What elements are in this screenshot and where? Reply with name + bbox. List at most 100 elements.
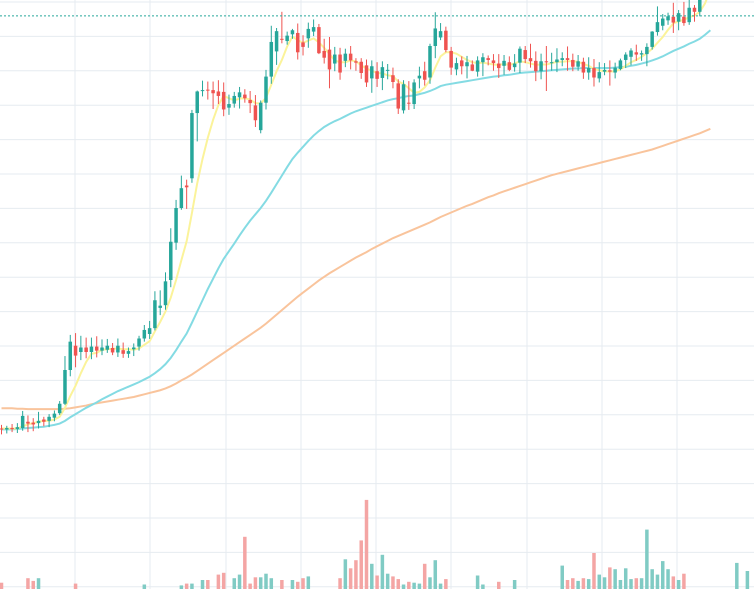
candle-body-down bbox=[248, 100, 252, 104]
candle-body-up bbox=[5, 428, 9, 430]
candle-body-up bbox=[698, 0, 702, 12]
candle-body-up bbox=[285, 35, 289, 42]
candle-body-up bbox=[412, 82, 416, 105]
candle-body-up bbox=[142, 329, 147, 339]
candle-body-up bbox=[343, 53, 348, 61]
candle-body-down bbox=[497, 63, 501, 69]
volume-bar bbox=[438, 583, 443, 589]
volume-bar bbox=[407, 581, 411, 589]
volume-bar bbox=[661, 561, 665, 589]
volume-bar bbox=[671, 576, 676, 589]
volume-bar bbox=[343, 559, 348, 589]
candle-body-down bbox=[634, 52, 639, 55]
volume-bar bbox=[639, 578, 644, 589]
candle-body-up bbox=[401, 84, 406, 111]
volume-bar bbox=[248, 583, 252, 589]
candle-body-up bbox=[232, 95, 237, 104]
volume-bar bbox=[243, 536, 247, 589]
volume-bar bbox=[385, 573, 390, 589]
candle-body-up bbox=[237, 92, 242, 98]
candle-body-down bbox=[422, 71, 427, 80]
candle-body-down bbox=[671, 16, 676, 23]
volume-bar bbox=[31, 580, 35, 589]
candle-body-up bbox=[163, 281, 168, 306]
volume-bar bbox=[73, 583, 78, 589]
candle-body-up bbox=[333, 54, 337, 64]
volume-bar bbox=[412, 582, 416, 589]
candle-body-down bbox=[211, 90, 215, 94]
volume-bar bbox=[280, 580, 284, 589]
candle-body-down bbox=[10, 428, 14, 430]
candle-body-down bbox=[243, 94, 247, 99]
volume-bar bbox=[401, 584, 406, 589]
candle-body-up bbox=[264, 76, 268, 103]
volume-bar bbox=[428, 577, 432, 589]
volume-bar bbox=[613, 569, 617, 589]
volume-bar bbox=[745, 571, 750, 589]
candle-body-up bbox=[370, 66, 374, 79]
candle-body-down bbox=[184, 185, 189, 188]
candle-body-down bbox=[528, 58, 533, 62]
candle-body-up bbox=[560, 58, 564, 60]
ma-mid-line bbox=[1, 29, 712, 431]
volume-bar bbox=[444, 579, 448, 589]
candle-body-up bbox=[137, 338, 141, 347]
volume-bar bbox=[26, 578, 30, 589]
volume-bar bbox=[634, 578, 639, 589]
candle-body-up bbox=[63, 370, 67, 404]
candle-body-up bbox=[274, 31, 279, 52]
candle-body-up bbox=[597, 72, 602, 79]
volume-bar bbox=[666, 569, 670, 589]
volume-bar bbox=[306, 576, 311, 589]
volume-bar bbox=[571, 578, 575, 589]
candle-body-down bbox=[216, 91, 221, 96]
volume-bar bbox=[295, 581, 300, 589]
candle-body-down bbox=[565, 58, 570, 60]
candle-body-down bbox=[470, 64, 475, 71]
candle-body-down bbox=[301, 42, 305, 47]
volume-bar bbox=[237, 574, 242, 589]
candle-body-down bbox=[507, 62, 512, 70]
candle-body-up bbox=[190, 113, 194, 179]
candle-body-up bbox=[623, 54, 628, 60]
candle-body-up bbox=[158, 305, 162, 308]
volume-bars bbox=[0, 499, 750, 589]
volume-bar bbox=[200, 580, 205, 589]
candles bbox=[0, 0, 702, 435]
volume-bar bbox=[560, 565, 564, 589]
candle-body-up bbox=[179, 188, 184, 208]
candle-body-down bbox=[544, 61, 549, 63]
candle-body-up bbox=[555, 59, 559, 63]
volume-bar bbox=[269, 578, 274, 589]
candle-body-down bbox=[84, 347, 88, 352]
candle-body-down bbox=[682, 16, 686, 24]
candle-body-down bbox=[534, 60, 538, 72]
candle-body-up bbox=[666, 16, 670, 21]
candle-body-down bbox=[221, 91, 226, 110]
candle-body-up bbox=[661, 18, 665, 26]
candle-body-up bbox=[153, 300, 157, 329]
candle-body-up bbox=[68, 341, 73, 370]
candle-body-down bbox=[581, 61, 586, 73]
candle-body-down bbox=[348, 53, 353, 61]
candle-body-up bbox=[290, 30, 295, 35]
candle-body-up bbox=[227, 104, 231, 108]
volume-bar bbox=[581, 578, 586, 589]
candle-body-up bbox=[116, 345, 120, 353]
candle-body-up bbox=[269, 41, 274, 77]
volume-bar bbox=[354, 560, 358, 589]
volume-bar bbox=[586, 579, 591, 589]
candle-body-down bbox=[94, 346, 99, 351]
volume-bar bbox=[597, 574, 602, 589]
candle-body-up bbox=[433, 28, 438, 46]
candle-body-down bbox=[327, 49, 332, 70]
volume-bar bbox=[221, 572, 226, 589]
volume-bar bbox=[179, 585, 184, 589]
candle-body-up bbox=[475, 60, 480, 72]
volume-bar bbox=[565, 580, 570, 589]
candle-body-up bbox=[539, 61, 543, 72]
candle-body-up bbox=[676, 13, 681, 22]
candle-body-down bbox=[0, 428, 4, 430]
volume-bar bbox=[301, 578, 305, 589]
